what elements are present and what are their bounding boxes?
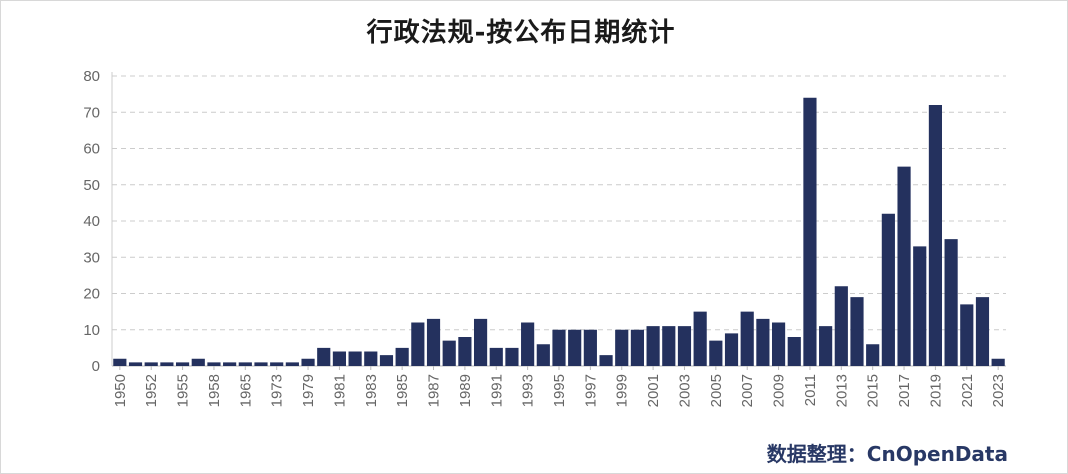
bar: [489, 347, 503, 367]
x-tick-label: 1983: [363, 374, 380, 407]
x-tick-label: 1989: [457, 374, 474, 407]
bar: [975, 297, 990, 367]
bar: [332, 351, 346, 366]
bar: [960, 304, 974, 367]
chart-title: 行政法规-按公布日期统计: [366, 18, 676, 48]
data-source-label: 数据整理：CnOpenData: [766, 442, 1008, 466]
bar: [991, 358, 1005, 366]
bar: [615, 329, 629, 366]
bar: [536, 344, 550, 366]
x-tick-label: 1952: [143, 374, 160, 407]
bar: [897, 166, 911, 367]
bar: [599, 355, 613, 367]
bar: [771, 322, 786, 366]
bar: [928, 105, 942, 366]
bar: [646, 326, 660, 367]
x-tick-label: 1965: [237, 374, 254, 407]
x-tick-label: 1950: [112, 374, 129, 407]
x-tick-label: 2017: [896, 374, 913, 407]
bar: [191, 358, 205, 366]
bar: [881, 213, 895, 366]
bar: [850, 297, 864, 367]
bar: [662, 326, 676, 367]
bar: [411, 322, 425, 366]
bar: [834, 286, 848, 366]
x-tick-label: 2003: [676, 374, 693, 407]
x-tick-label: 1955: [175, 374, 192, 407]
x-tick-label: 1987: [426, 374, 443, 407]
bar: [583, 329, 597, 366]
bar: [505, 347, 519, 367]
y-tick-label: 80: [83, 68, 100, 85]
bar: [254, 362, 268, 367]
bar: [442, 340, 456, 367]
y-tick-label: 0: [92, 358, 100, 375]
y-tick-label: 60: [83, 141, 100, 158]
x-tick-label: 2011: [802, 374, 819, 406]
x-tick-label: 2013: [833, 374, 850, 407]
y-tick-label: 70: [83, 104, 100, 121]
y-tick-label: 40: [83, 213, 100, 230]
x-tick-label: 2023: [990, 374, 1007, 407]
x-tick-label: 1958: [206, 374, 223, 407]
bar: [756, 318, 770, 367]
bar: [866, 344, 880, 366]
bar: [285, 362, 299, 367]
bar: [379, 355, 394, 367]
y-tick-label: 20: [83, 286, 100, 303]
x-tick-label: 1993: [520, 374, 537, 407]
y-tick-label: 30: [83, 249, 100, 266]
x-tick-label: 1997: [582, 374, 599, 407]
bar: [693, 311, 707, 367]
bar: [223, 362, 237, 367]
y-tick-label: 50: [83, 177, 100, 194]
x-tick-label: 1991: [488, 374, 505, 407]
bar: [944, 239, 958, 367]
x-tick-label: 2009: [771, 374, 788, 407]
bar: [630, 329, 644, 366]
bar: [270, 362, 284, 367]
bar: [317, 347, 331, 367]
y-tick-label: 10: [83, 322, 100, 339]
bar: [301, 358, 315, 366]
bar: [113, 358, 127, 366]
bar: [819, 326, 833, 367]
x-tick-label: 1985: [394, 374, 411, 407]
bar: [740, 311, 754, 367]
x-tick-label: 2005: [708, 374, 725, 407]
bar: [458, 337, 472, 366]
x-tick-label: 2021: [959, 374, 976, 407]
x-tick-label: 2001: [645, 374, 662, 407]
bar: [473, 318, 488, 367]
bar: [787, 337, 801, 366]
x-tick-label: 1973: [269, 374, 286, 407]
bar: [709, 340, 723, 367]
bar: [128, 362, 143, 367]
x-tick-label: 2015: [865, 374, 882, 407]
bar: [724, 333, 739, 367]
x-tick-label: 2019: [927, 374, 944, 407]
x-tick-label: 1979: [300, 374, 317, 407]
x-tick-label: 1981: [331, 374, 348, 407]
bar: [348, 351, 362, 366]
x-tick-label: 2007: [739, 374, 756, 407]
bar: [426, 318, 441, 367]
bar: [521, 322, 535, 366]
bar: [238, 362, 252, 367]
bar: [913, 246, 927, 367]
bar: [175, 362, 190, 367]
bar: [160, 362, 174, 367]
bar: [364, 351, 378, 366]
bar: [552, 329, 566, 366]
bar: [395, 347, 409, 367]
bar: [803, 97, 817, 366]
bar: [568, 329, 582, 366]
x-tick-label: 1995: [551, 374, 568, 407]
x-tick-label: 1999: [614, 374, 631, 407]
bar: [207, 362, 221, 367]
bar: [144, 362, 158, 367]
bar: [677, 326, 692, 367]
